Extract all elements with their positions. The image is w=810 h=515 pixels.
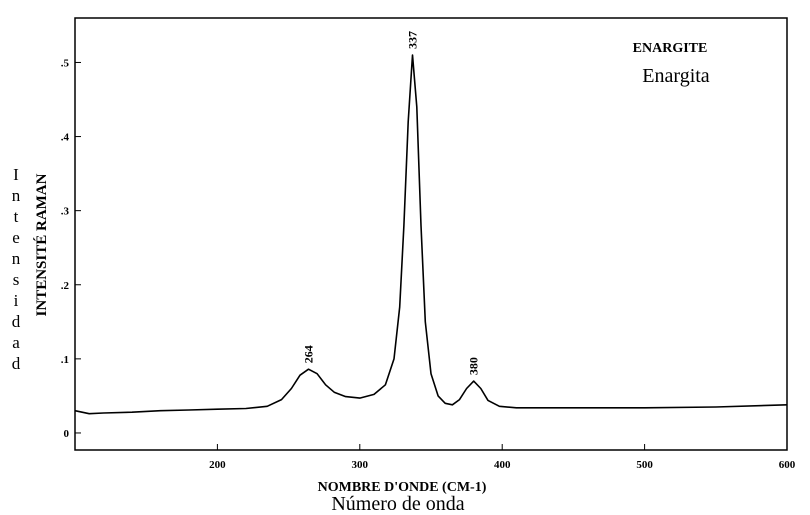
- x-tick-label: 300: [352, 459, 369, 471]
- x-tick-label: 600: [779, 459, 796, 471]
- x-axis-label: NOMBRE D'ONDE (CM-1): [318, 480, 487, 495]
- y-tick-label: .5: [61, 57, 70, 69]
- y-tick-label: .2: [61, 280, 70, 292]
- plot-frame: [74, 17, 788, 451]
- x-tick-label: 200: [209, 459, 226, 471]
- spectrum-line: [74, 54, 788, 415]
- y-tick-label: .1: [61, 354, 69, 366]
- chart-subtitle: Enargita: [642, 65, 710, 87]
- x-tick-label: 500: [636, 459, 653, 471]
- peak-label: 337: [405, 31, 419, 49]
- y-axis-label: INTENSITÉ RAMAN: [33, 173, 50, 316]
- peak-label: 380: [467, 357, 481, 375]
- y-axis-label-2: Intensidad: [7, 165, 26, 375]
- peak-label: 264: [302, 345, 316, 363]
- x-tick-label: 400: [494, 459, 511, 471]
- x-axis-label-2: Número de onda: [331, 493, 464, 515]
- y-tick-label: 0: [64, 428, 70, 440]
- chart-title: ENARGITE: [633, 41, 708, 56]
- y-tick-label: .4: [61, 132, 70, 144]
- y-tick-label: .3: [61, 206, 70, 218]
